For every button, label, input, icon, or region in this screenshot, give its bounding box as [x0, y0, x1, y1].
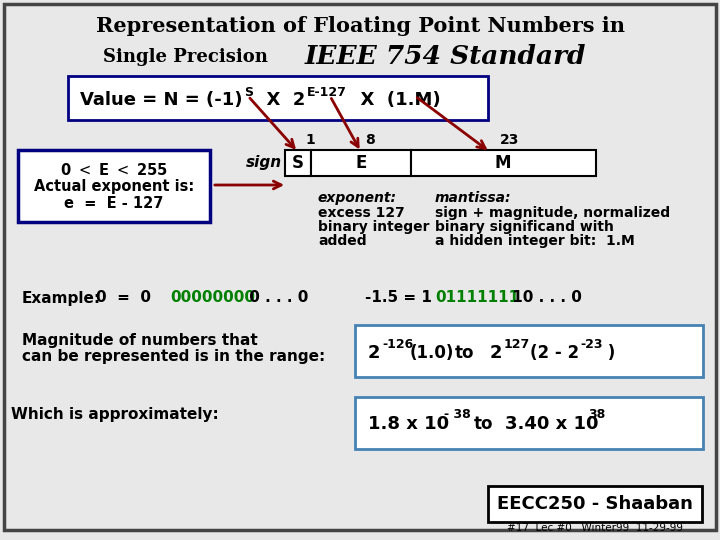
Bar: [488, 486, 702, 522]
Text: sign: sign: [246, 154, 282, 170]
Text: 10 . . . 0: 10 . . . 0: [507, 291, 582, 306]
Text: 01111111: 01111111: [435, 291, 519, 306]
Text: EECC250 - Shaaban: EECC250 - Shaaban: [497, 495, 693, 513]
Text: 0 $<$ E $<$ 255: 0 $<$ E $<$ 255: [60, 162, 168, 178]
Text: 0  =  0: 0 = 0: [96, 291, 156, 306]
Text: 127: 127: [504, 338, 530, 350]
Text: X  (1.M): X (1.M): [348, 91, 441, 109]
Text: ): ): [602, 344, 616, 362]
Text: binary significand with: binary significand with: [435, 220, 614, 234]
Text: to: to: [455, 344, 474, 362]
Text: M: M: [495, 154, 511, 172]
Text: sign + magnitude, normalized: sign + magnitude, normalized: [435, 206, 670, 220]
Text: X  2: X 2: [254, 91, 305, 109]
Text: - 38: - 38: [444, 408, 471, 421]
Text: Value = N = (-1): Value = N = (-1): [80, 91, 243, 109]
Text: -126: -126: [382, 338, 413, 350]
Text: #17  Lec #0   Winter99  11-29-99: #17 Lec #0 Winter99 11-29-99: [507, 523, 683, 533]
Text: E: E: [355, 154, 366, 172]
Text: E-127: E-127: [307, 86, 347, 99]
Text: Representation of Floating Point Numbers in: Representation of Floating Point Numbers…: [96, 16, 624, 36]
Text: 1: 1: [305, 133, 315, 147]
Text: Which is approximately:: Which is approximately:: [11, 408, 219, 422]
Text: 2: 2: [368, 344, 380, 362]
Bar: [68, 76, 488, 120]
Text: 0 . . . 0: 0 . . . 0: [244, 291, 308, 306]
Text: Single Precision: Single Precision: [102, 48, 267, 66]
Text: e  =  E - 127: e = E - 127: [64, 197, 163, 212]
Text: -1.5 = 1: -1.5 = 1: [365, 291, 437, 306]
Text: 00000000: 00000000: [170, 291, 255, 306]
Text: binary integer: binary integer: [318, 220, 430, 234]
Text: 23: 23: [500, 133, 520, 147]
Text: a hidden integer bit:  1.M: a hidden integer bit: 1.M: [435, 234, 635, 248]
Text: (2 - 2: (2 - 2: [530, 344, 579, 362]
Text: can be represented is in the range:: can be represented is in the range:: [22, 349, 325, 364]
Text: exponent:: exponent:: [318, 191, 397, 205]
Text: S: S: [244, 86, 253, 99]
Text: mantissa:: mantissa:: [435, 191, 511, 205]
Bar: [311, 150, 411, 176]
Text: S: S: [292, 154, 304, 172]
Text: Actual exponent is:: Actual exponent is:: [34, 179, 194, 194]
Text: 1.8 x 10: 1.8 x 10: [368, 415, 449, 433]
Text: 8: 8: [365, 133, 375, 147]
Bar: [355, 325, 703, 377]
Bar: [285, 150, 311, 176]
Bar: [18, 150, 210, 222]
Text: Magnitude of numbers that: Magnitude of numbers that: [22, 333, 258, 348]
Bar: [411, 150, 596, 176]
Text: 2: 2: [490, 344, 503, 362]
Text: Example:: Example:: [22, 291, 101, 306]
Text: -23: -23: [580, 338, 603, 350]
Text: 3.40 x 10: 3.40 x 10: [505, 415, 598, 433]
Text: to: to: [474, 415, 493, 433]
Bar: [355, 397, 703, 449]
Text: IEEE 754 Standard: IEEE 754 Standard: [305, 44, 586, 70]
Text: added: added: [318, 234, 366, 248]
Text: (1.0): (1.0): [410, 344, 454, 362]
Text: 38: 38: [588, 408, 606, 421]
Text: excess 127: excess 127: [318, 206, 405, 220]
